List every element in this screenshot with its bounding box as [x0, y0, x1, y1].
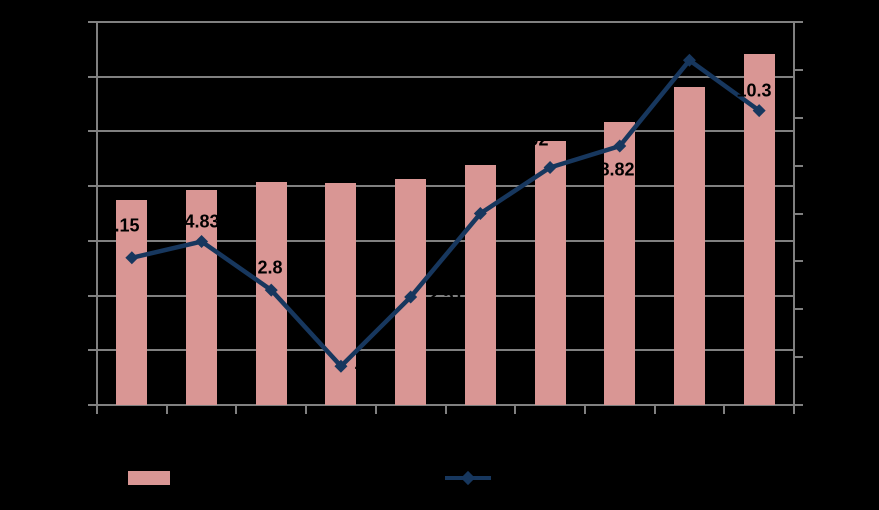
x-axis-tick: [374, 405, 377, 414]
h-gridline: [96, 130, 795, 133]
left-axis-tick: [88, 75, 97, 78]
h-gridline: [96, 185, 795, 188]
left-axis-tick: [88, 130, 97, 133]
bar: [673, 87, 705, 405]
bar: [116, 199, 148, 405]
data-label: 2.51: [428, 285, 464, 306]
data-label: 8.82: [599, 159, 635, 180]
right-axis-tick: [794, 356, 803, 359]
line-marker-diamond-icon: [264, 283, 278, 297]
line-marker-diamond-icon: [404, 290, 418, 304]
right-axis-tick: [794, 21, 803, 23]
data-label: -0.38: [354, 356, 396, 377]
bar: [186, 189, 218, 405]
h-gridline: [96, 349, 795, 352]
h-gridline: [96, 75, 795, 78]
x-axis-tick: [723, 405, 726, 414]
data-label: 7.92: [513, 129, 549, 150]
left-axis-line: [96, 21, 98, 414]
h-gridline: [96, 21, 795, 23]
right-axis-tick: [794, 164, 803, 167]
left-axis-tick: [88, 404, 97, 406]
x-axis-tick: [444, 405, 447, 414]
line-marker-diamond-icon: [125, 251, 139, 265]
x-axis-tick: [793, 405, 795, 414]
data-label: 4.15: [104, 215, 140, 236]
left-axis-tick: [88, 239, 97, 242]
left-axis-tick: [88, 294, 97, 297]
bar: [604, 122, 636, 405]
line-marker-diamond-icon: [473, 207, 487, 220]
data-label: 2.8: [257, 257, 283, 278]
right-axis-tick: [794, 308, 803, 311]
right-axis-line: [793, 21, 795, 406]
h-gridline: [96, 294, 795, 297]
data-label: 10.3: [736, 80, 772, 101]
right-axis-tick: [794, 404, 803, 406]
x-axis-tick: [583, 405, 586, 414]
right-axis-tick: [794, 260, 803, 263]
line-marker-diamond-icon: [682, 53, 696, 67]
line-marker-diamond-icon: [334, 359, 348, 373]
data-label: 4.83: [184, 211, 220, 232]
x-axis-tick: [514, 405, 517, 414]
x-axis-tick: [305, 405, 308, 414]
right-axis-tick: [794, 68, 803, 71]
legend-bar-swatch: [128, 471, 170, 485]
x-axis-tick: [235, 405, 238, 414]
right-axis-tick: [794, 116, 803, 119]
left-axis-tick: [88, 185, 97, 188]
trend-line: [131, 57, 761, 370]
line-marker-diamond-icon: [613, 139, 627, 153]
x-axis-tick: [96, 405, 98, 414]
line-marker-diamond-icon: [195, 235, 209, 249]
right-axis-tick: [794, 212, 803, 215]
x-axis-tick: [653, 405, 656, 414]
h-gridline: [96, 239, 795, 242]
x-axis-tick: [165, 405, 168, 414]
bar: [534, 140, 566, 405]
left-axis-tick: [88, 21, 97, 23]
line-marker-diamond-icon: [752, 104, 766, 118]
left-axis-tick: [88, 349, 97, 352]
line-marker-diamond-icon: [543, 161, 557, 175]
